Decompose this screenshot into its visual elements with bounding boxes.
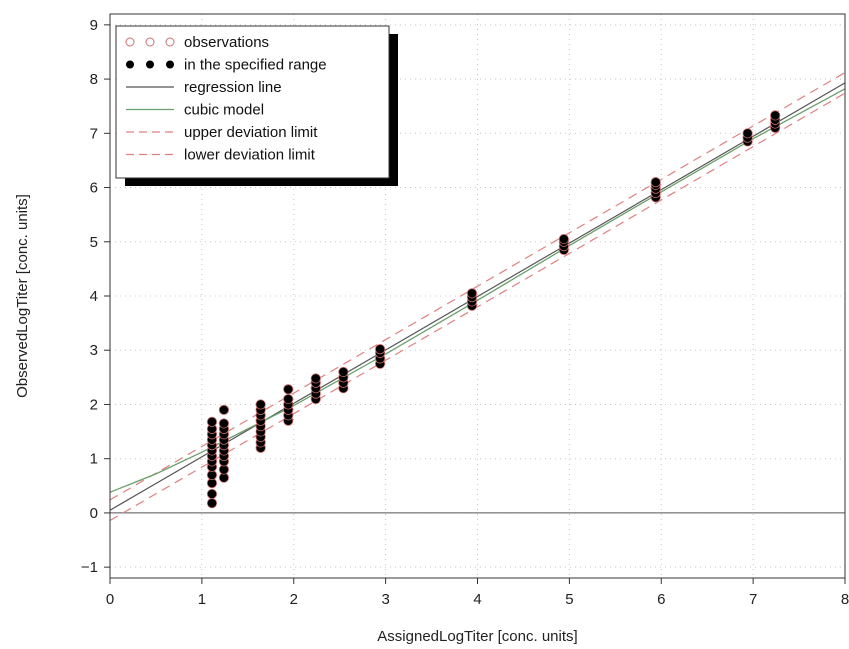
observation-point xyxy=(283,393,294,405)
y-tick-label: −1 xyxy=(81,559,98,576)
regression-line xyxy=(109,82,846,511)
in-range-point xyxy=(256,400,265,409)
legend-marker xyxy=(166,60,174,69)
in-range-point xyxy=(219,419,229,428)
y-tick-label: 1 xyxy=(90,451,98,468)
cubic-model-curve xyxy=(109,88,846,493)
observation-point xyxy=(283,384,294,395)
upper-deviation-limit-line xyxy=(109,72,846,501)
in-range-point xyxy=(651,177,661,187)
in-range-point xyxy=(219,405,229,415)
x-tick-label: 6 xyxy=(657,591,665,608)
legend-marker xyxy=(165,37,175,47)
x-tick-label: 4 xyxy=(473,591,481,608)
x-tick-label: 7 xyxy=(749,591,757,608)
legend-marker xyxy=(145,37,155,47)
in-range-point xyxy=(207,478,217,488)
observation-point xyxy=(206,488,218,500)
y-axis-title: ObservedLogTiter [conc. units] xyxy=(14,194,31,398)
in-range-point xyxy=(207,498,217,508)
legend-marker xyxy=(125,37,135,47)
x-tick-label: 2 xyxy=(290,591,298,608)
y-tick-label: 9 xyxy=(90,17,98,34)
fit-lines xyxy=(109,72,846,522)
observation-point xyxy=(218,404,230,415)
y-tick-label: 4 xyxy=(90,288,98,305)
x-axis-title: AssignedLogTiter [conc. units] xyxy=(377,628,577,645)
in-range-point xyxy=(219,473,229,482)
observation-point xyxy=(206,416,218,427)
legend-label: cubic model xyxy=(184,102,264,119)
in-range-point xyxy=(770,111,780,120)
legend-label: upper deviation limit xyxy=(184,124,318,141)
legend-label: observations xyxy=(184,34,269,51)
axis-ticks: 0 1 2 3 4 5 6 7 8 −1 0 1 2 3 4 5 6 7 8 9 xyxy=(81,17,849,608)
observation-point xyxy=(255,399,266,410)
in-range-point xyxy=(283,394,293,404)
y-tick-label: 7 xyxy=(90,125,98,142)
grid-lines xyxy=(110,14,845,578)
in-range-point xyxy=(311,374,321,383)
in-range-point xyxy=(207,489,217,499)
observation-point xyxy=(218,418,230,429)
in-range-point xyxy=(219,465,229,474)
observation-point xyxy=(338,366,349,378)
lower-deviation-limit-line xyxy=(109,92,846,522)
y-tick-label: 6 xyxy=(90,180,98,197)
x-tick-label: 8 xyxy=(841,591,849,608)
observation-point xyxy=(375,344,386,355)
legend: observations in the specified range regres… xyxy=(115,25,398,186)
y-tick-label: 3 xyxy=(90,342,98,359)
y-tick-label: 8 xyxy=(90,71,98,88)
observation-point xyxy=(742,128,753,139)
observation-point xyxy=(310,373,321,384)
x-tick-label: 3 xyxy=(381,591,389,608)
observation-point xyxy=(770,110,781,121)
x-tick-label: 0 xyxy=(106,591,114,608)
observation-point xyxy=(558,233,569,245)
legend-label: in the specified range xyxy=(184,57,327,74)
in-range-point xyxy=(207,424,217,434)
legend-label: regression line xyxy=(184,79,282,96)
in-range-point xyxy=(283,384,293,394)
legend-marker xyxy=(146,60,154,69)
in-range-point xyxy=(743,129,752,138)
in-range-point xyxy=(375,344,385,354)
y-tick-label: 0 xyxy=(90,505,98,522)
y-tick-label: 2 xyxy=(90,396,98,413)
observation-point xyxy=(466,288,478,299)
legend-box xyxy=(115,25,390,179)
legend-label: lower deviation limit xyxy=(184,147,316,164)
in-range-point xyxy=(207,417,217,427)
in-range-point xyxy=(207,470,217,480)
in-range-point xyxy=(467,288,477,298)
y-tick-label: 5 xyxy=(90,234,98,251)
in-range-point xyxy=(559,234,569,244)
x-tick-label: 5 xyxy=(565,591,573,608)
observation-point xyxy=(650,177,661,188)
legend-marker xyxy=(126,60,134,69)
data-points xyxy=(206,110,781,509)
x-tick-label: 1 xyxy=(198,591,206,608)
in-range-point xyxy=(339,367,348,377)
